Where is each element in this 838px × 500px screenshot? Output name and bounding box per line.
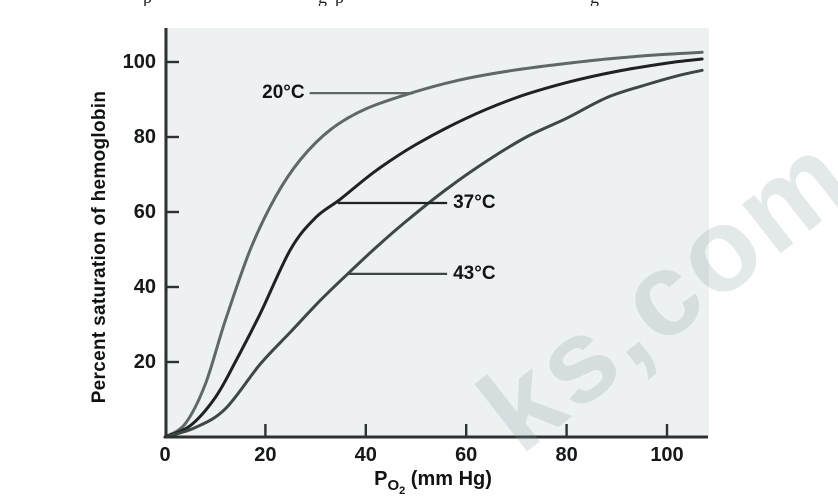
- series-label-20C: 20°C: [262, 82, 305, 104]
- x-axis-title-suffix: (mm Hg): [405, 468, 492, 490]
- cropped-glyph: p: [335, 0, 344, 6]
- y-tick-label-40: 40: [133, 276, 156, 298]
- x-tick-label-100: 100: [650, 444, 684, 466]
- y-tick-label-60: 60: [133, 201, 156, 223]
- x-tick-label-40: 40: [354, 444, 377, 466]
- curve-20C: [163, 50, 704, 439]
- x-axis-title: PO2 (mm Hg): [374, 468, 492, 497]
- x-tick-label-60: 60: [455, 444, 478, 466]
- cropped-caption-fragments: pgpg: [0, 0, 838, 6]
- y-tick-label-100: 100: [122, 51, 156, 73]
- series-label-43C: 43°C: [453, 262, 496, 284]
- cropped-glyph: g: [318, 0, 327, 6]
- y-tick-label-80: 80: [133, 126, 156, 148]
- cropped-glyph: g: [590, 0, 599, 6]
- x-axis-title-subscript: O: [387, 477, 400, 494]
- curve-43C: [163, 68, 704, 439]
- curve-37C: [163, 57, 704, 439]
- y-tick-label-20: 20: [133, 351, 156, 373]
- x-tick-label-80: 80: [555, 444, 578, 466]
- x-tick-label-0: 0: [159, 444, 171, 466]
- x-axis-title-subsubscript: 2: [399, 485, 406, 497]
- series-label-37C: 37°C: [453, 192, 496, 213]
- cropped-glyph: p: [143, 0, 152, 6]
- x-axis-title-prefix: P: [374, 468, 388, 490]
- x-tick-label-20: 20: [254, 444, 277, 466]
